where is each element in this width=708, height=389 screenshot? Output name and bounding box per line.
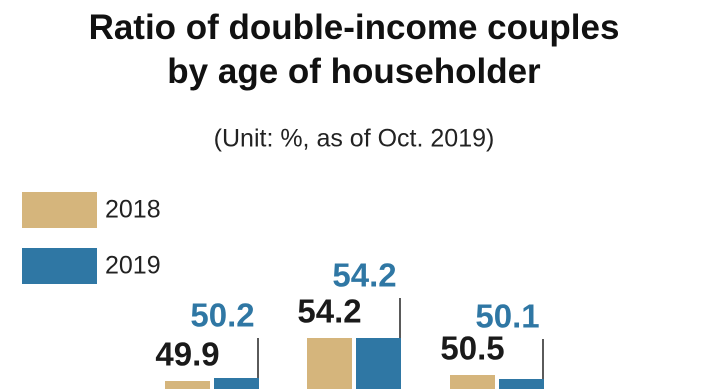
value-label: 54.2: [332, 257, 396, 294]
bar: [165, 381, 210, 389]
value-label: 49.9: [155, 336, 219, 373]
value-label: 50.1: [475, 298, 539, 335]
value-label: 50.2: [190, 297, 254, 334]
bar: [356, 338, 401, 389]
chart-title: Ratio of double-income couples by age of …: [89, 8, 620, 91]
bar: [450, 375, 495, 389]
legend-label: 2019: [105, 252, 161, 280]
bar: [499, 379, 544, 389]
legend-swatch: [22, 192, 97, 228]
value-label: 54.2: [297, 293, 361, 330]
value-label: 50.5: [440, 330, 504, 367]
bar: [214, 378, 259, 389]
bar: [307, 338, 352, 389]
legend-swatch: [22, 248, 97, 284]
chart-subtitle: (Unit: %, as of Oct. 2019): [214, 125, 495, 153]
legend-label: 2018: [105, 196, 161, 224]
